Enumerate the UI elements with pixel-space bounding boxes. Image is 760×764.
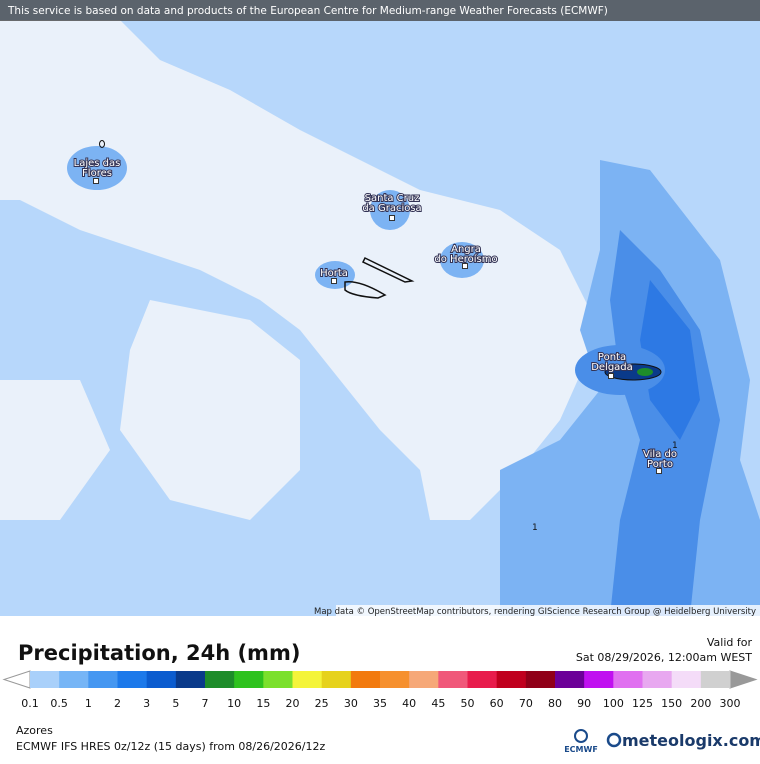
colorbar-label: 90 xyxy=(577,697,591,710)
colorbar-swatch xyxy=(350,671,381,688)
colorbar-label: 45 xyxy=(431,697,445,710)
colorbar-label: 200 xyxy=(690,697,711,710)
model-info: ECMWF IFS HRES 0z/12z (15 days) from 08/… xyxy=(16,740,326,753)
brand: meteologix.com xyxy=(622,731,760,750)
place-marker xyxy=(462,263,468,269)
place-label: Ponta xyxy=(598,352,626,363)
colorbar-label: 5 xyxy=(172,697,179,710)
colorbar-swatch xyxy=(467,671,498,688)
ecmwf-logo: ECMWF xyxy=(564,745,598,754)
colorbar-label: 10 xyxy=(227,697,241,710)
place-label: Porto xyxy=(647,459,673,470)
place-label: da Graciosa xyxy=(362,203,421,214)
place-marker xyxy=(93,178,99,184)
colorbar-swatch xyxy=(438,671,468,688)
colorbar-swatch xyxy=(234,671,264,688)
colorbar-arrow-left xyxy=(2,670,31,689)
colorbar-swatch xyxy=(642,671,673,688)
colorbar-swatch xyxy=(205,671,235,688)
colorbar-swatch xyxy=(525,671,556,688)
place-label: Vila do xyxy=(643,449,677,460)
colorbar-label: 3 xyxy=(143,697,150,710)
colorbar-label: 150 xyxy=(661,697,682,710)
attribution: Map data © OpenStreetMap contributors, r… xyxy=(314,607,756,617)
contour-label: 1 xyxy=(672,441,678,451)
place-marker xyxy=(331,278,337,284)
colorbar-swatch xyxy=(263,671,293,688)
colorbar-swatch xyxy=(380,671,410,688)
place-label: Lajes das xyxy=(74,158,121,169)
notice-bar xyxy=(0,0,760,21)
notice: This service is based on data and produc… xyxy=(7,5,608,17)
colorbar-label: 1 xyxy=(85,697,92,710)
legend-title: Precipitation, 24h (mm) xyxy=(18,641,300,665)
colorbar-swatch xyxy=(88,671,118,688)
colorbar-swatch xyxy=(30,671,60,688)
colorbar-label: 300 xyxy=(720,697,741,710)
colorbar-label: 30 xyxy=(344,697,358,710)
colorbar-label: 50 xyxy=(461,697,475,710)
place-label: Horta xyxy=(320,268,348,279)
colorbar-label: 0.5 xyxy=(50,697,68,710)
valid-time: Sat 08/29/2026, 12:00am WEST xyxy=(576,651,752,664)
place-marker xyxy=(389,215,395,221)
map xyxy=(0,0,760,616)
region: Azores xyxy=(16,724,53,737)
colorbar-swatch xyxy=(175,671,206,688)
colorbar-swatch xyxy=(671,671,702,688)
colorbar-label: 100 xyxy=(603,697,624,710)
colorbar-swatch xyxy=(613,671,643,688)
colorbar-label: 40 xyxy=(402,697,416,710)
place-marker xyxy=(608,373,614,379)
colorbar-swatch xyxy=(584,671,614,688)
place-label: Delgada xyxy=(591,362,633,373)
colorbar-label: 0.1 xyxy=(21,697,39,710)
place-marker xyxy=(656,468,662,474)
colorbar-swatch xyxy=(555,671,585,688)
colorbar-swatch xyxy=(59,671,89,688)
colorbar-label: 80 xyxy=(548,697,562,710)
colorbar-label: 70 xyxy=(519,697,533,710)
colorbar-swatch xyxy=(496,671,527,688)
colorbar-label: 20 xyxy=(286,697,300,710)
place-label: Angra xyxy=(451,244,481,255)
colorbar-label: 7 xyxy=(202,697,209,710)
colorbar-swatch xyxy=(117,671,148,688)
place-label: Santa Cruz xyxy=(365,193,420,204)
colorbar-swatch xyxy=(409,671,439,688)
valid-label: Valid for xyxy=(707,636,753,649)
colorbar-label: 25 xyxy=(315,697,329,710)
colorbar-label: 15 xyxy=(256,697,270,710)
colorbar-swatch xyxy=(321,671,352,688)
colorbar-swatch xyxy=(700,671,731,688)
place-label: Flores xyxy=(82,168,112,179)
colorbar-swatch xyxy=(292,671,323,688)
colorbar-swatch xyxy=(146,671,177,688)
colorbar-label: 2 xyxy=(114,697,121,710)
colorbar-label: 35 xyxy=(373,697,387,710)
colorbar-label: 125 xyxy=(632,697,653,710)
contour-label: 1 xyxy=(532,523,538,533)
place-label: do Heroísmo xyxy=(434,253,497,265)
colorbar-arrow-right xyxy=(729,670,758,689)
colorbar-label: 60 xyxy=(490,697,504,710)
